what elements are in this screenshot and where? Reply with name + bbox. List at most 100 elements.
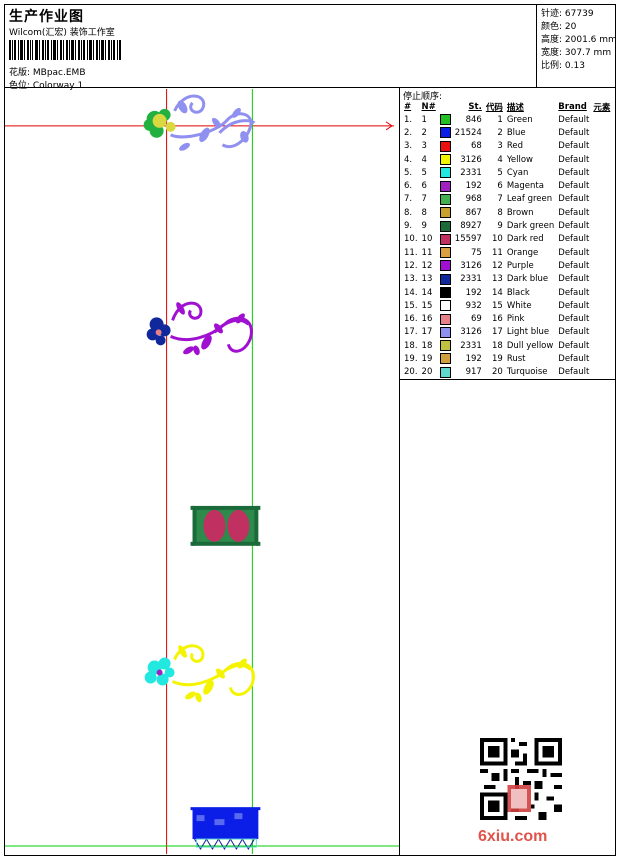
header: 生产作业图 Wilcom(汇宏) 装饰工作室 花版: MBpac.EMB 色位:… [4, 4, 617, 91]
cell-brand: Default [558, 234, 590, 245]
cell-needle: 9 [421, 221, 427, 232]
cell-code: 3 [497, 141, 503, 152]
cell-code: 10 [492, 234, 503, 245]
cell-code: 6 [497, 181, 503, 192]
design-filename: 花版: MBpac.EMB [9, 68, 86, 78]
cell-element [591, 339, 612, 352]
col-stitches: St. [468, 101, 482, 112]
cell-index: 7. [404, 194, 413, 205]
cell-stitches: 917 [465, 367, 482, 378]
cell-swatch [438, 153, 453, 166]
cell-index: 2. [404, 127, 413, 138]
cell-stitches: 192 [465, 353, 482, 364]
cell-code: 16 [492, 314, 503, 325]
table-row: 14. 14 192 14 Black Default [402, 286, 612, 299]
table-row: 6. 6 192 6 Magenta Default [402, 179, 612, 192]
stats-box: 针迹: 67739 颜色: 20 高度: 2001.6 mm 宽度: 307.7… [536, 5, 617, 88]
cell-index: 19. [404, 353, 418, 364]
cell-code: 13 [492, 274, 503, 285]
table-row: 17. 17 3126 17 Light blue Default [402, 326, 612, 339]
color-swatch [439, 207, 451, 219]
cell-element [591, 273, 612, 286]
cell-index: 9. [404, 221, 413, 232]
stop-rows: 1. 1 846 1 Green Default 2. 2 21524 2 Blue Default 3… [402, 113, 612, 379]
cell-swatch [438, 259, 453, 272]
cell-description: Dull yellow [506, 340, 554, 351]
cell-stitches: 8927 [460, 221, 482, 232]
cell-needle: 6 [421, 181, 427, 192]
cell-code: 1 [497, 114, 503, 125]
table-row: 4. 4 3126 4 Yellow Default [402, 153, 612, 166]
barcode [9, 40, 121, 60]
cell-description: Red [506, 141, 523, 152]
cell-description: Black [506, 287, 530, 298]
cell-code: 11 [492, 247, 503, 258]
cell-code: 19 [492, 353, 503, 364]
cell-swatch [438, 366, 453, 379]
table-row: 12. 12 3126 12 Purple Default [402, 259, 612, 272]
cell-code: 2 [497, 127, 503, 138]
cell-description: Turquoise [506, 367, 548, 378]
cell-brand: Default [558, 353, 590, 364]
cell-stitches: 21524 [454, 127, 482, 138]
cell-index: 3. [404, 141, 413, 152]
cell-brand: Default [558, 274, 590, 285]
cell-stitches: 2331 [460, 340, 482, 351]
cell-index: 6. [404, 181, 413, 192]
cell-description: Blue [506, 127, 526, 138]
cell-needle: 8 [421, 207, 427, 218]
colorway-label: 色位: Colorway 1 [9, 81, 84, 91]
cell-swatch [438, 233, 453, 246]
color-swatch [439, 127, 451, 139]
cell-element [591, 286, 612, 299]
cell-brand: Default [558, 167, 590, 178]
cell-description: Dark blue [506, 274, 549, 285]
cell-index: 4. [404, 154, 413, 165]
cell-needle: 14 [421, 287, 433, 298]
cell-needle: 12 [421, 260, 433, 271]
cell-description: Green [506, 114, 533, 125]
color-swatch [439, 340, 451, 352]
color-swatch [439, 366, 451, 378]
cell-code: 17 [492, 327, 503, 338]
stat-width: 宽度: 307.7 mm [541, 48, 612, 58]
cell-index: 15. [404, 300, 418, 311]
cell-index: 8. [404, 207, 413, 218]
stop-sequence-title: 停止顺序: [403, 92, 443, 102]
cell-needle: 3 [421, 141, 427, 152]
cell-brand: Default [558, 340, 590, 351]
cell-swatch [438, 352, 453, 365]
cell-needle: 2 [421, 127, 427, 138]
cell-code: 12 [492, 260, 503, 271]
color-swatch [439, 260, 451, 272]
table-row: 15. 15 932 15 White Default [402, 299, 612, 312]
cell-index: 1. [404, 114, 413, 125]
cell-brand: Default [558, 300, 590, 311]
cell-stitches: 2331 [460, 167, 482, 178]
cell-brand: Default [558, 314, 590, 325]
cell-brand: Default [558, 247, 590, 258]
cell-index: 17. [404, 327, 418, 338]
cell-element [591, 312, 612, 325]
cell-needle: 20 [421, 367, 433, 378]
col-brand: Brand [558, 101, 587, 112]
cell-code: 18 [492, 340, 503, 351]
color-swatch [439, 154, 451, 166]
table-row: 18. 18 2331 18 Dull yellow Default [402, 339, 612, 352]
cell-brand: Default [558, 287, 590, 298]
cell-needle: 11 [421, 247, 433, 258]
cell-stitches: 846 [465, 114, 482, 125]
table-row: 2. 2 21524 2 Blue Default [402, 126, 612, 139]
cell-stitches: 192 [465, 181, 482, 192]
cell-stitches: 192 [465, 287, 482, 298]
cell-brand: Default [558, 154, 590, 165]
cell-description: Light blue [506, 327, 550, 338]
cell-swatch [438, 312, 453, 325]
motif-yellow-scroll [144, 644, 255, 703]
color-swatch [439, 193, 451, 205]
cell-needle: 15 [421, 300, 433, 311]
color-swatch [439, 300, 451, 312]
cell-brand: Default [558, 141, 590, 152]
color-swatch [439, 247, 451, 259]
cell-element [591, 126, 612, 139]
